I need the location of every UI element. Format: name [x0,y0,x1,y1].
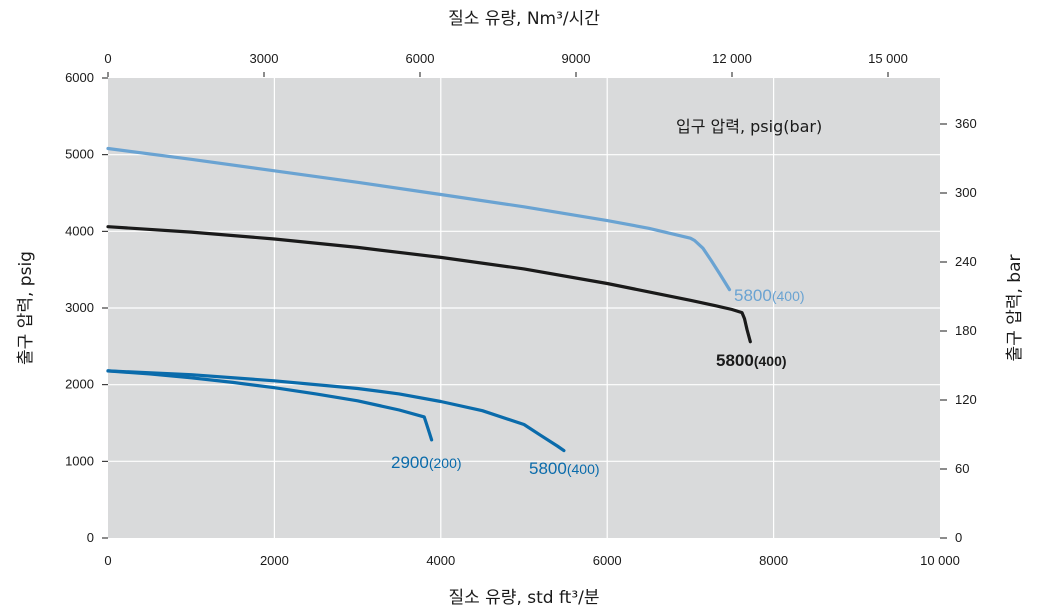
x-bottom-tick-label: 0 [104,553,111,568]
y-left-tick-label: 4000 [65,223,94,238]
y-right-tick-label: 360 [955,116,977,131]
x-top-tick-label: 9000 [562,51,591,66]
x-bottom-tick-label: 8000 [759,553,788,568]
y-left-axis-title: 출구 압력, psig [16,251,36,365]
y-right-tick-label: 240 [955,254,977,269]
series-label-3: 2900(200) [391,453,462,472]
x-bottom-axis-title: 질소 유량, std ft³/분 [448,588,599,608]
series-label-4: 5800(400) [529,459,600,478]
series-lines [106,146,752,453]
series-line-1 [106,146,732,292]
series-label-2: 5800(400) [716,351,787,370]
x-top-tick-label: 0 [104,51,111,66]
x-bottom-tick-label: 4000 [426,553,455,568]
y-right-tick-label: 180 [955,323,977,338]
x-top-tick-label: 12 000 [712,51,752,66]
x-top-tick-label: 15 000 [868,51,908,66]
y-right-tick-label: 300 [955,185,977,200]
x-bottom-tick-label: 6000 [593,553,622,568]
series-label-1: 5800(400) [734,286,805,305]
y-left-tick-label: 5000 [65,147,94,162]
x-bottom-tick-label: 10 000 [920,553,960,568]
y-left-tick-label: 0 [87,530,94,545]
y-right-tick-label: 120 [955,392,977,407]
y-left-tick-label: 6000 [65,70,94,85]
y-right-tick-label: 60 [955,461,969,476]
series-line-4 [106,369,566,453]
x-top-tick-label: 6000 [406,51,435,66]
series-line-3 [106,369,434,442]
grid-lines [108,78,940,538]
series-line-2 [106,225,752,344]
legend-title: 입구 압력, psig(bar) [676,117,822,136]
x-top-axis-title: 질소 유량, Nm³/시간 [448,9,600,29]
y-left-tick-label: 2000 [65,377,94,392]
y-right-axis-title: 출구 압력, bar [1005,255,1025,362]
x-bottom-tick-label: 2000 [260,553,289,568]
x-top-tick-label: 3000 [250,51,279,66]
y-left-tick-label: 1000 [65,453,94,468]
y-right-tick-label: 0 [955,530,962,545]
y-left-tick-label: 3000 [65,300,94,315]
series-labels: 5800(400) 5800(400) 2900(200) 5800(400) [391,286,805,478]
